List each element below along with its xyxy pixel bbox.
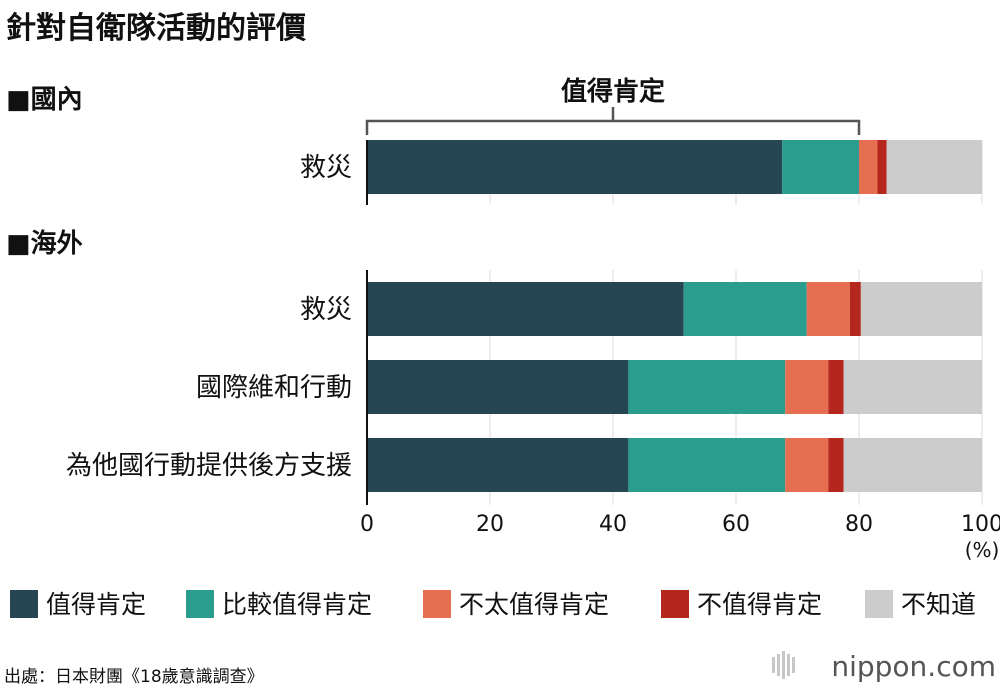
category-label: 為他國行動提供後方支援 — [66, 451, 352, 481]
bar-segment — [886, 140, 982, 194]
bar-segment — [785, 438, 829, 492]
bar-segment — [843, 360, 982, 414]
bar-segment — [843, 438, 982, 492]
legend-label: 不值得肯定 — [697, 590, 822, 619]
x-tick-label: 60 — [722, 512, 750, 537]
bar-segment — [859, 140, 878, 194]
legend-swatch — [10, 590, 38, 618]
bar-segment — [367, 282, 684, 336]
bar-segment — [367, 140, 783, 194]
x-tick-label: 80 — [845, 512, 873, 537]
legend-label: 不知道 — [901, 590, 976, 619]
legend-swatch — [865, 590, 893, 618]
source-note: 出處：日本財團《18歲意識調查》 — [4, 667, 264, 687]
bar-segment — [828, 360, 844, 414]
x-tick-label: 0 — [360, 512, 374, 537]
bracket-label: 值得肯定 — [561, 76, 665, 107]
legend-label: 不太值得肯定 — [459, 590, 609, 619]
x-axis: 0 20 40 60 80 100(%) — [360, 140, 1000, 562]
bar-segment — [628, 438, 786, 492]
bracket-line — [365, 107, 861, 135]
bar-segment — [367, 360, 629, 414]
bars — [367, 140, 982, 492]
bar-segment — [785, 360, 829, 414]
x-unit-label: (%) — [965, 538, 1000, 562]
x-tick-label: 40 — [599, 512, 627, 537]
bar-segment — [860, 282, 982, 336]
bar-segment — [367, 438, 629, 492]
chart-title: 針對自衛隊活動的評價 — [6, 11, 306, 46]
bar-segment — [828, 438, 844, 492]
legend: 值得肯定 比較值得肯定 不太值得肯定 不值得肯定 不知道 — [10, 590, 976, 619]
brand-text: nippon.com — [831, 650, 996, 683]
nippon-mark-icon — [772, 651, 795, 679]
bar-segment — [683, 282, 807, 336]
group-header: ■國內 — [6, 85, 83, 115]
x-tick-label: 100 — [961, 512, 1000, 537]
bar-segment — [849, 282, 861, 336]
legend-swatch — [661, 590, 689, 618]
bar-segment — [877, 140, 887, 194]
category-label: 國際維和行動 — [196, 373, 352, 403]
category-label: 救災 — [300, 153, 352, 183]
legend-label: 值得肯定 — [46, 590, 146, 619]
legend-label: 比較值得肯定 — [222, 590, 372, 619]
x-tick-label: 20 — [476, 512, 504, 537]
bar-segment — [782, 140, 859, 194]
brand-logo: nippon.com — [772, 650, 996, 683]
category-label: 救災 — [300, 295, 352, 325]
bar-segment — [628, 360, 786, 414]
bar-segment — [806, 282, 850, 336]
bracket-annotation: 值得肯定 — [365, 76, 861, 135]
legend-swatch — [423, 590, 451, 618]
legend-swatch — [186, 590, 214, 618]
group-header: ■海外 — [6, 229, 83, 259]
